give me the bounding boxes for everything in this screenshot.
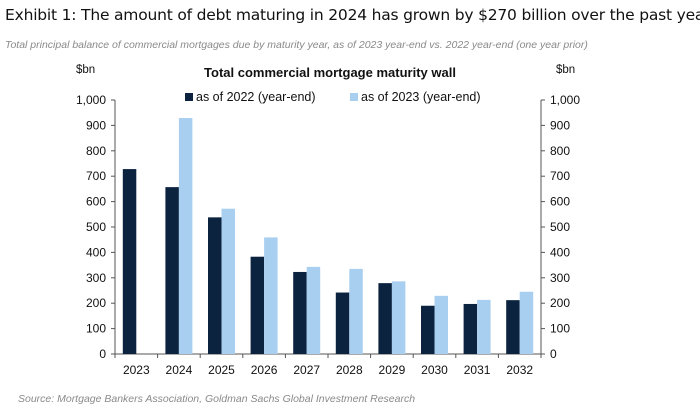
x-tick-label: 2025 <box>208 363 235 377</box>
bar-as-of-2022-2027 <box>293 271 307 354</box>
x-tick-label: 2032 <box>506 363 533 377</box>
y-tick-label-left: 0 <box>99 347 106 361</box>
bar-as-of-2022-2023 <box>122 169 137 354</box>
legend-label: as of 2023 (year-end) <box>361 90 481 104</box>
x-tick-label: 2030 <box>421 363 448 377</box>
legend-label: as of 2022 (year-end) <box>196 90 316 104</box>
y-tick-label-left: 500 <box>86 220 106 234</box>
source-note: Source: Mortgage Bankers Association, Go… <box>18 393 416 405</box>
bar-as-of-2023-2027 <box>306 266 321 354</box>
legend-swatch <box>185 93 193 101</box>
bar-as-of-2022-2025 <box>208 217 222 354</box>
y-tick-label-right: 0 <box>550 347 557 361</box>
bar-as-of-2023-2024 <box>178 118 193 354</box>
bar-as-of-2023-2025 <box>221 208 235 354</box>
y-tick-label-right: 800 <box>550 144 570 158</box>
y-tick-label-right: 1,000 <box>550 93 580 107</box>
bar-as-of-2022-2031 <box>463 303 478 354</box>
y-tick-label-left: 600 <box>86 195 106 209</box>
bar-as-of-2022-2028 <box>335 292 350 354</box>
y-tick-label-left: 400 <box>86 245 106 259</box>
x-tick-label: 2024 <box>166 363 193 377</box>
y-tick-label-right: 200 <box>550 296 570 310</box>
y-tick-label-left: 900 <box>86 118 106 132</box>
bar-as-of-2023-2031 <box>477 299 491 354</box>
bars <box>122 118 534 354</box>
bar-as-of-2023-2029 <box>391 281 406 354</box>
bar-as-of-2022-2029 <box>378 283 392 354</box>
y-tick-label-left: 300 <box>86 271 106 285</box>
y-tick-label-left: 800 <box>86 144 106 158</box>
x-tick-label: 2029 <box>379 363 406 377</box>
chart-subtitle: Total principal balance of commercial mo… <box>5 39 588 51</box>
bar-as-of-2023-2028 <box>349 268 363 354</box>
bar-as-of-2023-2030 <box>434 295 448 354</box>
bar-as-of-2023-2032 <box>519 291 534 354</box>
y-tick-label-right: 900 <box>550 118 570 132</box>
bar-as-of-2022-2030 <box>421 305 435 354</box>
exhibit-title: Exhibit 1: The amount of debt maturing i… <box>5 6 700 24</box>
y-axis-label-right: $bn <box>556 64 575 76</box>
y-tick-label-right: 300 <box>550 271 570 285</box>
y-tick-label-left: 1,000 <box>76 93 106 107</box>
y-tick-label-left: 200 <box>86 296 106 310</box>
x-tick-label: 2027 <box>293 363 320 377</box>
x-tick-label: 2028 <box>336 363 363 377</box>
chart-title: Total commercial mortgage maturity wall <box>204 65 456 80</box>
x-tick-label: 2026 <box>251 363 278 377</box>
y-tick-label-right: 100 <box>550 322 570 336</box>
legend: as of 2022 (year-end) as of 2023 (year-en… <box>185 90 481 104</box>
y-tick-label-right: 400 <box>550 245 570 259</box>
legend-swatch <box>350 93 358 101</box>
y-tick-label-right: 700 <box>550 169 570 183</box>
x-tick-label: 2023 <box>123 363 150 377</box>
bar-as-of-2022-2026 <box>250 256 265 354</box>
bar-as-of-2022-2024 <box>165 187 179 354</box>
y-tick-label-left: 700 <box>86 169 106 183</box>
y-tick-label-left: 100 <box>86 322 106 336</box>
bar-as-of-2022-2032 <box>506 300 520 354</box>
x-tick-label: 2031 <box>464 363 491 377</box>
bar-as-of-2023-2026 <box>264 237 278 354</box>
axes: 0 0 100 100 200 200 300 300 400 400 500 500 600 600 70… <box>76 93 580 377</box>
y-axis-label-left: $bn <box>76 64 95 76</box>
y-tick-label-right: 500 <box>550 220 570 234</box>
y-tick-label-right: 600 <box>550 195 570 209</box>
